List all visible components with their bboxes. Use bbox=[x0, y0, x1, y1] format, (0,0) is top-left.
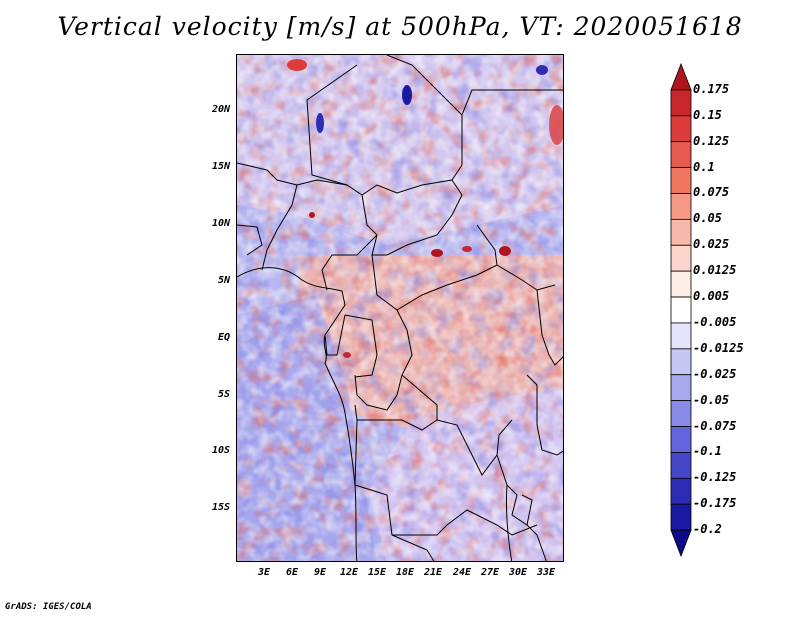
lat-label-15N: 15N bbox=[211, 161, 230, 172]
colorbar-segment bbox=[670, 218, 692, 246]
lon-label-3E: 3E bbox=[257, 567, 271, 578]
colorbar-segment bbox=[670, 400, 692, 427]
colorbar-label: 0.005 bbox=[693, 289, 730, 304]
colorbar-segment bbox=[670, 167, 692, 194]
colorbar-label: -0.025 bbox=[693, 366, 737, 381]
map-panel bbox=[236, 54, 564, 562]
lon-label-12E: 12E bbox=[339, 567, 359, 578]
lon-label-24E: 24E bbox=[452, 567, 472, 578]
lat-label-15S: 15S bbox=[211, 502, 230, 513]
colorbar-label: 0.175 bbox=[693, 81, 730, 96]
colorbar-label: 0.125 bbox=[693, 133, 730, 148]
colorbar-segment bbox=[670, 374, 692, 402]
colorbar-label: 0.025 bbox=[693, 237, 730, 252]
colorbar-label: -0.125 bbox=[693, 470, 737, 485]
colorbar-segment bbox=[670, 296, 692, 324]
lon-label-9E: 9E bbox=[313, 567, 327, 578]
colorbar-segment bbox=[670, 141, 692, 168]
colorbar-segment bbox=[670, 452, 692, 479]
colorbar-label: -0.2 bbox=[693, 522, 722, 537]
colorbar-segment bbox=[670, 426, 692, 453]
lat-label-EQ: EQ bbox=[217, 332, 230, 343]
colorbar-label: -0.05 bbox=[693, 392, 730, 407]
chart-title: Vertical velocity [m/s] at 500hPa, VT: 2… bbox=[57, 12, 743, 41]
colorbar-label: -0.0125 bbox=[693, 340, 744, 355]
colorbar-segment bbox=[670, 348, 692, 376]
lat-label-10N: 10N bbox=[211, 218, 230, 229]
colorbar-segment bbox=[670, 477, 692, 505]
footer-credit: GrADS: IGES/COLA bbox=[5, 602, 92, 612]
colorbar-segment bbox=[670, 503, 692, 531]
colorbar-label: 0.075 bbox=[693, 185, 730, 200]
colorbar-label: -0.075 bbox=[693, 418, 737, 433]
lon-label-27E: 27E bbox=[480, 567, 500, 578]
lon-label-18E: 18E bbox=[395, 567, 415, 578]
lon-label-15E: 15E bbox=[367, 567, 387, 578]
colorbar-segment bbox=[670, 193, 692, 220]
lat-label-5N: 5N bbox=[217, 275, 230, 286]
colorbar-label: 0.05 bbox=[693, 211, 722, 226]
lon-label-30E: 30E bbox=[508, 567, 528, 578]
strong-updraft-cells bbox=[287, 59, 563, 358]
lon-label-6E: 6E bbox=[285, 567, 299, 578]
colorbar-label: 0.15 bbox=[693, 107, 722, 122]
colorbar-segment bbox=[670, 244, 692, 272]
colorbar bbox=[670, 62, 692, 558]
contour-speckle bbox=[237, 55, 563, 561]
colorbar-segment bbox=[670, 115, 692, 143]
colorbar-label: 0.0125 bbox=[693, 263, 737, 278]
velocity-field-map bbox=[237, 55, 563, 561]
colorbar-label: -0.175 bbox=[693, 496, 737, 511]
colorbar-segment bbox=[670, 89, 692, 117]
colorbar-segment bbox=[670, 529, 692, 558]
colorbar-label: -0.005 bbox=[693, 314, 737, 329]
colorbar-segment bbox=[670, 62, 692, 91]
colorbar-label: 0.1 bbox=[693, 159, 715, 174]
lon-label-21E: 21E bbox=[423, 567, 443, 578]
lat-label-10S: 10S bbox=[211, 445, 230, 456]
colorbar-segment bbox=[670, 270, 692, 298]
coastlines-borders bbox=[237, 55, 563, 561]
lon-label-33E: 33E bbox=[536, 567, 556, 578]
colorbar-segment bbox=[670, 322, 692, 350]
colorbar-label: -0.1 bbox=[693, 444, 722, 459]
lat-label-5S: 5S bbox=[217, 389, 230, 400]
lat-label-20N: 20N bbox=[211, 104, 230, 115]
